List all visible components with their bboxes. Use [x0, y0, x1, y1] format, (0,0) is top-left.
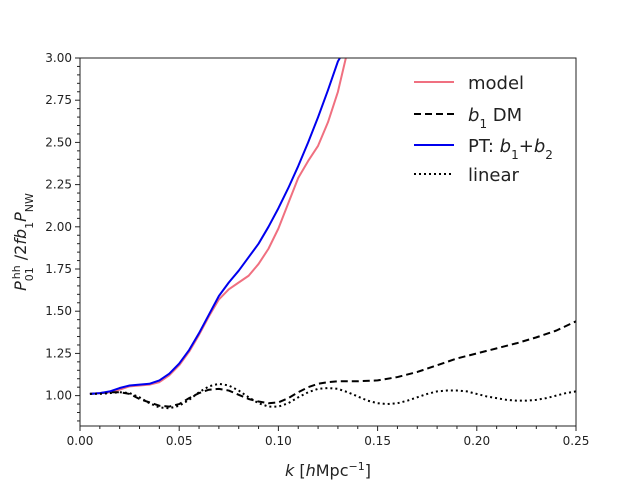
x-tick-label: 0.15	[364, 434, 391, 448]
plot-frame	[79, 57, 577, 427]
y-tick-label: 2.25	[45, 178, 72, 192]
x-axis-ticks: 0.00 0.05 0.10 0.15 0.20 0.25	[67, 426, 590, 448]
legend-label-linear: linear	[468, 165, 520, 186]
x-tick-label: 0.05	[166, 434, 193, 448]
x-tick-label: 0.25	[563, 434, 590, 448]
x-tick-label: 0.10	[265, 434, 292, 448]
y-tick-label: 2.75	[45, 93, 72, 107]
series-line-1	[89, 320, 577, 408]
y-tick-label: 3.00	[45, 51, 72, 65]
svg-text:P01hh /2fb1PNW: P01hh /2fb1PNW	[10, 193, 36, 291]
legend: model b1 DM PT: b1+b2 linear	[414, 73, 553, 186]
y-tick-label: 1.75	[45, 262, 72, 276]
y-tick-label: 2.00	[45, 220, 72, 234]
y-tick-label: 1.25	[45, 346, 72, 360]
y-axis-ticks: 1.00 1.25 1.50 1.75 2.00 2.25 2.50 2.75 3.00	[45, 51, 80, 422]
legend-label-b1dm: b1 DM	[468, 105, 522, 131]
x-tick-label: 0.00	[67, 434, 94, 448]
legend-label-model: model	[468, 73, 524, 94]
x-tick-label: 0.20	[463, 434, 490, 448]
y-tick-label: 2.50	[45, 135, 72, 149]
y-tick-label: 1.00	[45, 389, 72, 403]
x-axis-label: k [hMpc−1]	[285, 460, 371, 480]
series-lines	[89, 57, 577, 410]
y-tick-label: 1.50	[45, 304, 72, 318]
y-axis-label: P01hh /2fb1PNW	[10, 193, 36, 291]
series-line-2	[89, 57, 341, 395]
legend-label-pt: PT: b1+b2	[468, 136, 553, 162]
